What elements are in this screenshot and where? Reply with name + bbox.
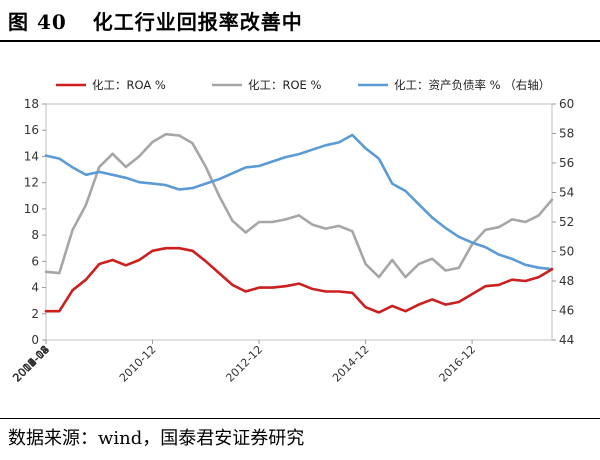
- legend-label-2: 化工：ROE %: [248, 78, 321, 92]
- bottom-rule: [0, 418, 600, 419]
- y-left-tick-label: 12: [24, 176, 39, 190]
- series-line-3: [44, 133, 554, 271]
- legend-label-3: 化工：资产负债率 % （右轴）: [394, 78, 550, 92]
- y-left-tick-label: 16: [24, 123, 39, 137]
- x-tick-label: 2016-12: [437, 343, 479, 385]
- y-left-tick-label: 0: [31, 333, 39, 347]
- top-rule: [0, 40, 600, 42]
- y-left-tick-label: 8: [31, 228, 39, 242]
- y-right-tick-label: 44: [559, 333, 574, 347]
- figure-title-text: 化工行业回报率改善中: [92, 10, 303, 34]
- legend-label-1: 化工：ROA %: [92, 78, 166, 92]
- source-note: 数据来源：wind，国泰君安证券研究: [8, 428, 305, 449]
- y-left-tick-label: 14: [24, 149, 39, 163]
- x-tick-label: 2018-04: [10, 343, 52, 385]
- line-chart: 0246810121416184446485052545658602008-12…: [10, 78, 574, 385]
- series-line-1: [44, 246, 554, 314]
- x-tick-label: 2014-12: [330, 343, 372, 385]
- y-right-tick-label: 52: [559, 215, 574, 229]
- y-left-tick-label: 4: [31, 281, 39, 295]
- x-tick-label: 2012-12: [223, 343, 265, 385]
- y-left-tick-label: 6: [31, 254, 39, 268]
- y-right-tick-label: 56: [559, 156, 574, 170]
- y-left-tick-label: 18: [24, 97, 39, 111]
- figure-title: 图 40 化工行业回报率改善中: [8, 6, 303, 35]
- y-right-tick-label: 60: [559, 97, 574, 111]
- plot-area-frame: [45, 103, 553, 341]
- y-right-tick-label: 54: [559, 186, 574, 200]
- y-right-tick-label: 50: [559, 245, 574, 259]
- series-line-2: [44, 132, 554, 279]
- y-right-tick-label: 58: [559, 127, 574, 141]
- y-right-tick-label: 46: [559, 304, 574, 318]
- figure-number: 图 40: [8, 10, 67, 34]
- x-tick-label: 2010-12: [117, 343, 159, 385]
- y-left-tick-label: 2: [31, 307, 39, 321]
- y-left-tick-label: 10: [24, 202, 39, 216]
- y-right-tick-label: 48: [559, 274, 574, 288]
